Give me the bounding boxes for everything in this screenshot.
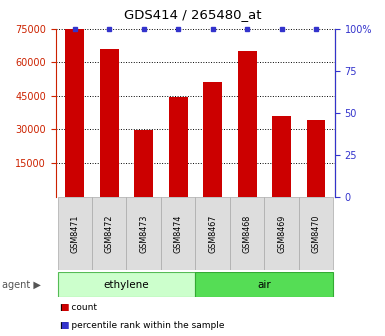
Text: GSM8474: GSM8474 xyxy=(174,214,182,253)
Text: ethylene: ethylene xyxy=(104,280,149,290)
Bar xyxy=(65,29,84,197)
Text: GSM8473: GSM8473 xyxy=(139,214,148,253)
Text: GSM8472: GSM8472 xyxy=(105,214,114,253)
Text: air: air xyxy=(258,280,271,290)
Text: GDS414 / 265480_at: GDS414 / 265480_at xyxy=(124,8,261,22)
Bar xyxy=(57,272,196,297)
Bar xyxy=(92,197,126,270)
Text: GSM8467: GSM8467 xyxy=(208,214,217,253)
Text: GSM8468: GSM8468 xyxy=(243,214,251,253)
Bar xyxy=(134,130,153,197)
Bar xyxy=(126,197,161,270)
Bar xyxy=(169,97,187,197)
Text: GSM8470: GSM8470 xyxy=(311,214,320,253)
Text: GSM8469: GSM8469 xyxy=(277,214,286,253)
Bar xyxy=(57,197,92,270)
Text: ■ percentile rank within the sample: ■ percentile rank within the sample xyxy=(60,322,224,330)
Bar xyxy=(306,120,325,197)
Bar xyxy=(272,116,291,197)
Text: ■ count: ■ count xyxy=(60,303,97,312)
Bar xyxy=(100,49,119,197)
Bar xyxy=(230,197,264,270)
Text: GSM8471: GSM8471 xyxy=(70,214,79,253)
Bar xyxy=(196,197,230,270)
Bar xyxy=(203,82,222,197)
Text: ■: ■ xyxy=(60,303,68,312)
Text: ■: ■ xyxy=(60,322,68,330)
Text: agent ▶: agent ▶ xyxy=(2,280,41,290)
Bar xyxy=(299,197,333,270)
Bar xyxy=(264,197,299,270)
Bar xyxy=(161,197,195,270)
Bar xyxy=(238,51,256,197)
Bar xyxy=(196,272,333,297)
